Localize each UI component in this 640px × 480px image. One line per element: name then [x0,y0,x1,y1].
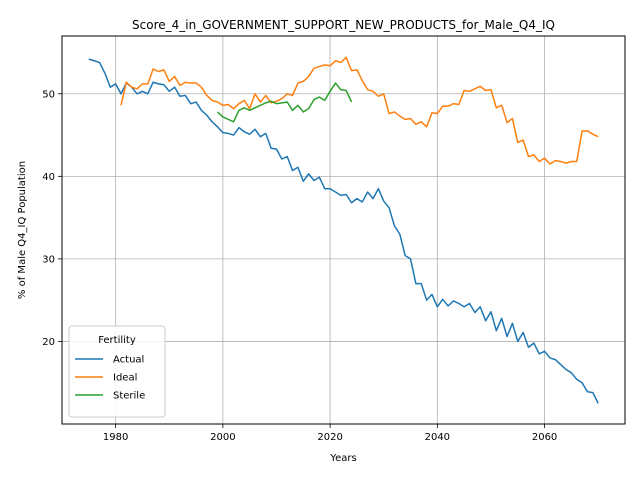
grid-lines [62,36,625,424]
legend: Fertility Actual Ideal Sterile [68,325,166,418]
series-line-ideal [120,56,599,165]
y-axis-label: % of Male Q4_IQ Population [17,161,28,299]
chart-title: Score_4_in_GOVERNMENT_SUPPORT_NEW_PRODUC… [132,18,555,32]
x-ticks: 1980 2000 2020 2040 2060 [103,424,557,443]
x-tick-label: 2000 [210,432,235,443]
y-ticks: 20 30 40 50 [42,89,62,348]
x-tick-label: 2020 [317,432,342,443]
legend-title: Fertility [98,335,136,346]
x-tick-label: 2060 [532,432,557,443]
y-tick-label: 50 [42,89,55,100]
legend-label-sterile: Sterile [113,391,145,402]
x-tick-label: 2040 [425,432,450,443]
legend-label-actual: Actual [113,355,144,366]
plot-frame [61,35,626,425]
series-line-actual [88,58,599,404]
y-tick-label: 20 [42,337,55,348]
x-axis-label: Years [329,453,356,464]
legend-label-ideal: Ideal [113,373,137,384]
legend-items: Actual Ideal Sterile [75,355,145,402]
y-tick-label: 40 [42,172,55,183]
series-line-sterile [216,82,353,123]
series-lines [88,56,599,404]
x-tick-label: 1980 [103,432,128,443]
y-tick-label: 30 [42,254,55,265]
